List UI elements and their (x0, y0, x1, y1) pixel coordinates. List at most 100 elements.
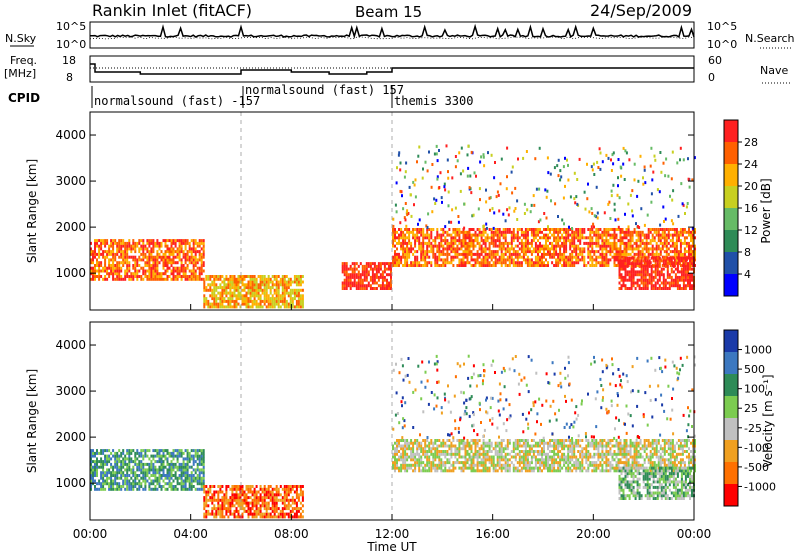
heatmap-cell (233, 515, 236, 519)
heatmap-cell (620, 273, 623, 277)
heatmap-cell (676, 161, 679, 165)
heatmap-cell (94, 241, 96, 245)
heatmap-cell (231, 291, 234, 295)
heatmap-cell (647, 228, 650, 231)
heatmap-cell (597, 236, 600, 240)
heatmap-cell (150, 487, 153, 491)
heatmap-cell (468, 244, 471, 248)
heatmap-cell (499, 182, 502, 186)
heatmap-cell (353, 275, 356, 279)
heatmap-cell (200, 476, 203, 480)
heatmap-cell (172, 465, 175, 469)
heatmap-cell (200, 449, 203, 453)
heatmap-cell (126, 487, 129, 491)
heatmap-cell (386, 262, 388, 266)
power-heatmap (90, 112, 696, 310)
heatmap-cell (138, 485, 141, 488)
heatmap-cell (660, 273, 663, 277)
heatmap-cell (490, 233, 493, 237)
heatmap-cell (436, 177, 439, 181)
heatmap-cell (213, 291, 216, 295)
heatmap-cell (102, 476, 105, 480)
heatmap-cell (142, 241, 145, 245)
heatmap-cell (498, 258, 501, 262)
heatmap-cell (237, 277, 240, 281)
heatmap-cell (188, 250, 191, 254)
heatmap-cell (200, 261, 203, 265)
heatmap-cell (400, 244, 403, 248)
heatmap-cell (398, 233, 400, 237)
heatmap-cell (253, 299, 256, 303)
heatmap-cell (418, 239, 421, 243)
heatmap-cell (275, 288, 278, 292)
heatmap-cell (213, 299, 216, 303)
heatmap-cell (418, 145, 421, 149)
heatmap-cell (642, 275, 645, 279)
heatmap-cell (458, 230, 461, 234)
heatmap-cell (591, 241, 594, 245)
heatmap-cell (134, 485, 137, 488)
heatmap-cell (281, 277, 284, 281)
heatmap-cell (207, 302, 210, 306)
heatmap-cell (100, 269, 103, 273)
heatmap-cell (460, 252, 463, 256)
heatmap-cell (200, 460, 203, 464)
heatmap-cell (118, 454, 121, 458)
heatmap-cell (680, 273, 683, 277)
heatmap-cell (375, 287, 378, 290)
heatmap-cell (524, 236, 527, 240)
heatmap-cell (635, 222, 637, 226)
heatmap-cell (551, 261, 554, 265)
heatmap-cell (128, 255, 131, 259)
colorbar-tick-label: 12 (744, 224, 758, 237)
heatmap-cell (670, 278, 673, 282)
heatmap-cell (442, 258, 445, 262)
heatmap-cell (663, 241, 666, 245)
heatmap-cell (211, 280, 214, 284)
heatmap-cell (629, 241, 632, 245)
heatmap-cell (154, 244, 157, 248)
heatmap-cell (128, 482, 131, 486)
heatmap-cell (618, 281, 621, 285)
heatmap-cell (198, 460, 201, 464)
heatmap-cell (569, 239, 572, 243)
heatmap-cell (150, 264, 153, 267)
heatmap-cell (152, 244, 155, 248)
heatmap-cell (390, 267, 392, 271)
heatmap-cell (261, 288, 264, 292)
heatmap-cell (684, 270, 687, 274)
heatmap-cell (456, 244, 459, 248)
heatmap-cell (269, 302, 272, 306)
heatmap-cell (124, 487, 127, 491)
heatmap-cell (666, 273, 669, 277)
heatmap-cell (476, 261, 479, 265)
heatmap-cell (247, 305, 250, 309)
heatmap-cell (156, 244, 159, 248)
heatmap-cell (172, 250, 175, 254)
heatmap-cell (649, 164, 652, 168)
heatmap-cell (102, 269, 105, 273)
heatmap-cell (164, 264, 167, 267)
heatmap-cell (442, 250, 445, 254)
heatmap-cell (160, 449, 163, 453)
heatmap-cell (233, 277, 236, 281)
heatmap-cell (537, 250, 539, 254)
heatmap-cell (398, 151, 401, 155)
heatmap-cell (241, 515, 244, 519)
heatmap-cell (122, 479, 125, 483)
heatmap-cell (626, 278, 629, 282)
heatmap-cell (241, 280, 244, 284)
heatmap-cell (418, 244, 421, 248)
heatmap-cell (168, 476, 171, 480)
heatmap-cell (263, 277, 266, 281)
heatmap-cell (539, 261, 541, 265)
heatmap-cell (235, 487, 238, 491)
heatmap-cell (92, 255, 94, 259)
heatmap-cell (422, 452, 425, 456)
heatmap-cell (104, 277, 107, 281)
heatmap-cell (460, 264, 463, 267)
heatmap-cell (126, 244, 129, 248)
heatmap-cell (426, 469, 429, 473)
heatmap-cell (174, 476, 177, 480)
heatmap-cell (221, 286, 224, 290)
